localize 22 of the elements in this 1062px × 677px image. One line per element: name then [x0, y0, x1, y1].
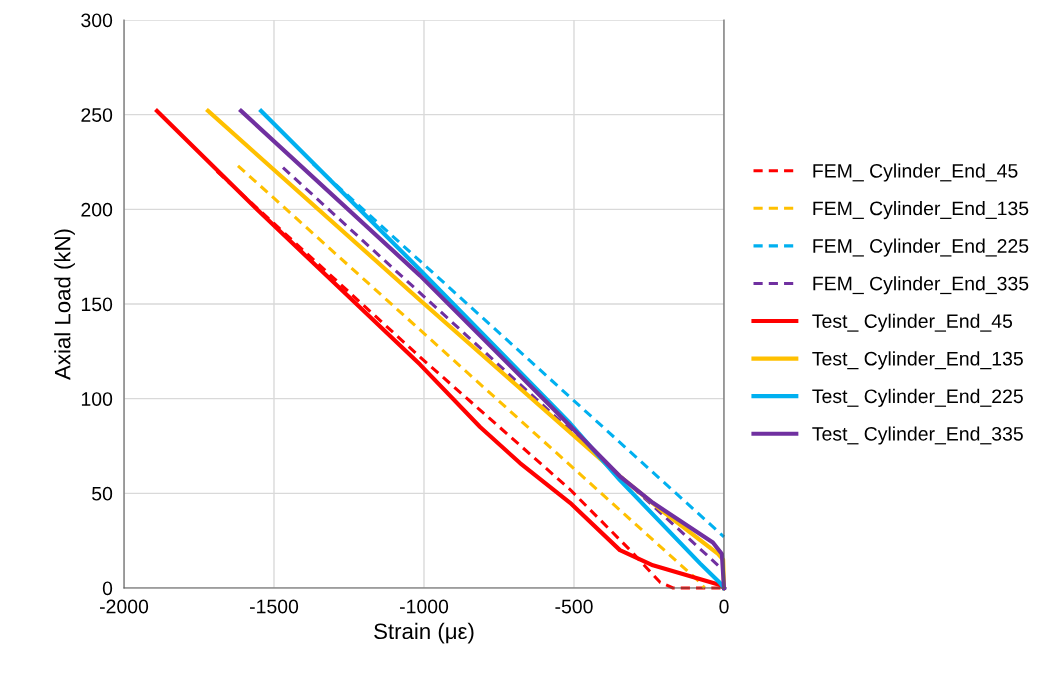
legend-label: FEM_ Cylinder_End_225 — [813, 238, 1029, 257]
legend-label: Test_ Cylinder_End_225 — [812, 388, 1023, 407]
legend-label: Test_ Cylinder_End_45 — [812, 313, 1013, 332]
y-tick-label: 150 — [81, 297, 113, 312]
x-tick-label: -1000 — [400, 599, 449, 614]
y-tick-label: 300 — [81, 13, 113, 28]
x-axis-title: Strain (με) — [374, 622, 474, 644]
y-tick-label: 200 — [81, 202, 113, 217]
legend-label: Test_ Cylinder_End_135 — [812, 351, 1023, 370]
x-tick-label: -1500 — [250, 599, 299, 614]
legend-label: Test_ Cylinder_End_335 — [812, 426, 1023, 445]
y-tick-label: 100 — [81, 392, 113, 406]
x-tick-label: 0 — [719, 599, 729, 614]
legend-label: FEM_ Cylinder_End_135 — [813, 201, 1029, 220]
y-tick-label: 50 — [92, 486, 113, 501]
x-tick-label: -500 — [555, 599, 593, 614]
y-axis-title: Axial Load (kN) — [54, 229, 75, 380]
legend-label: FEM_ Cylinder_End_45 — [813, 163, 1018, 182]
legend-label: FEM_ Cylinder_End_335 — [813, 276, 1029, 295]
y-tick-label: 250 — [81, 108, 113, 122]
x-tick-label: -2000 — [100, 599, 149, 614]
y-tick-label: 0 — [102, 581, 113, 596]
